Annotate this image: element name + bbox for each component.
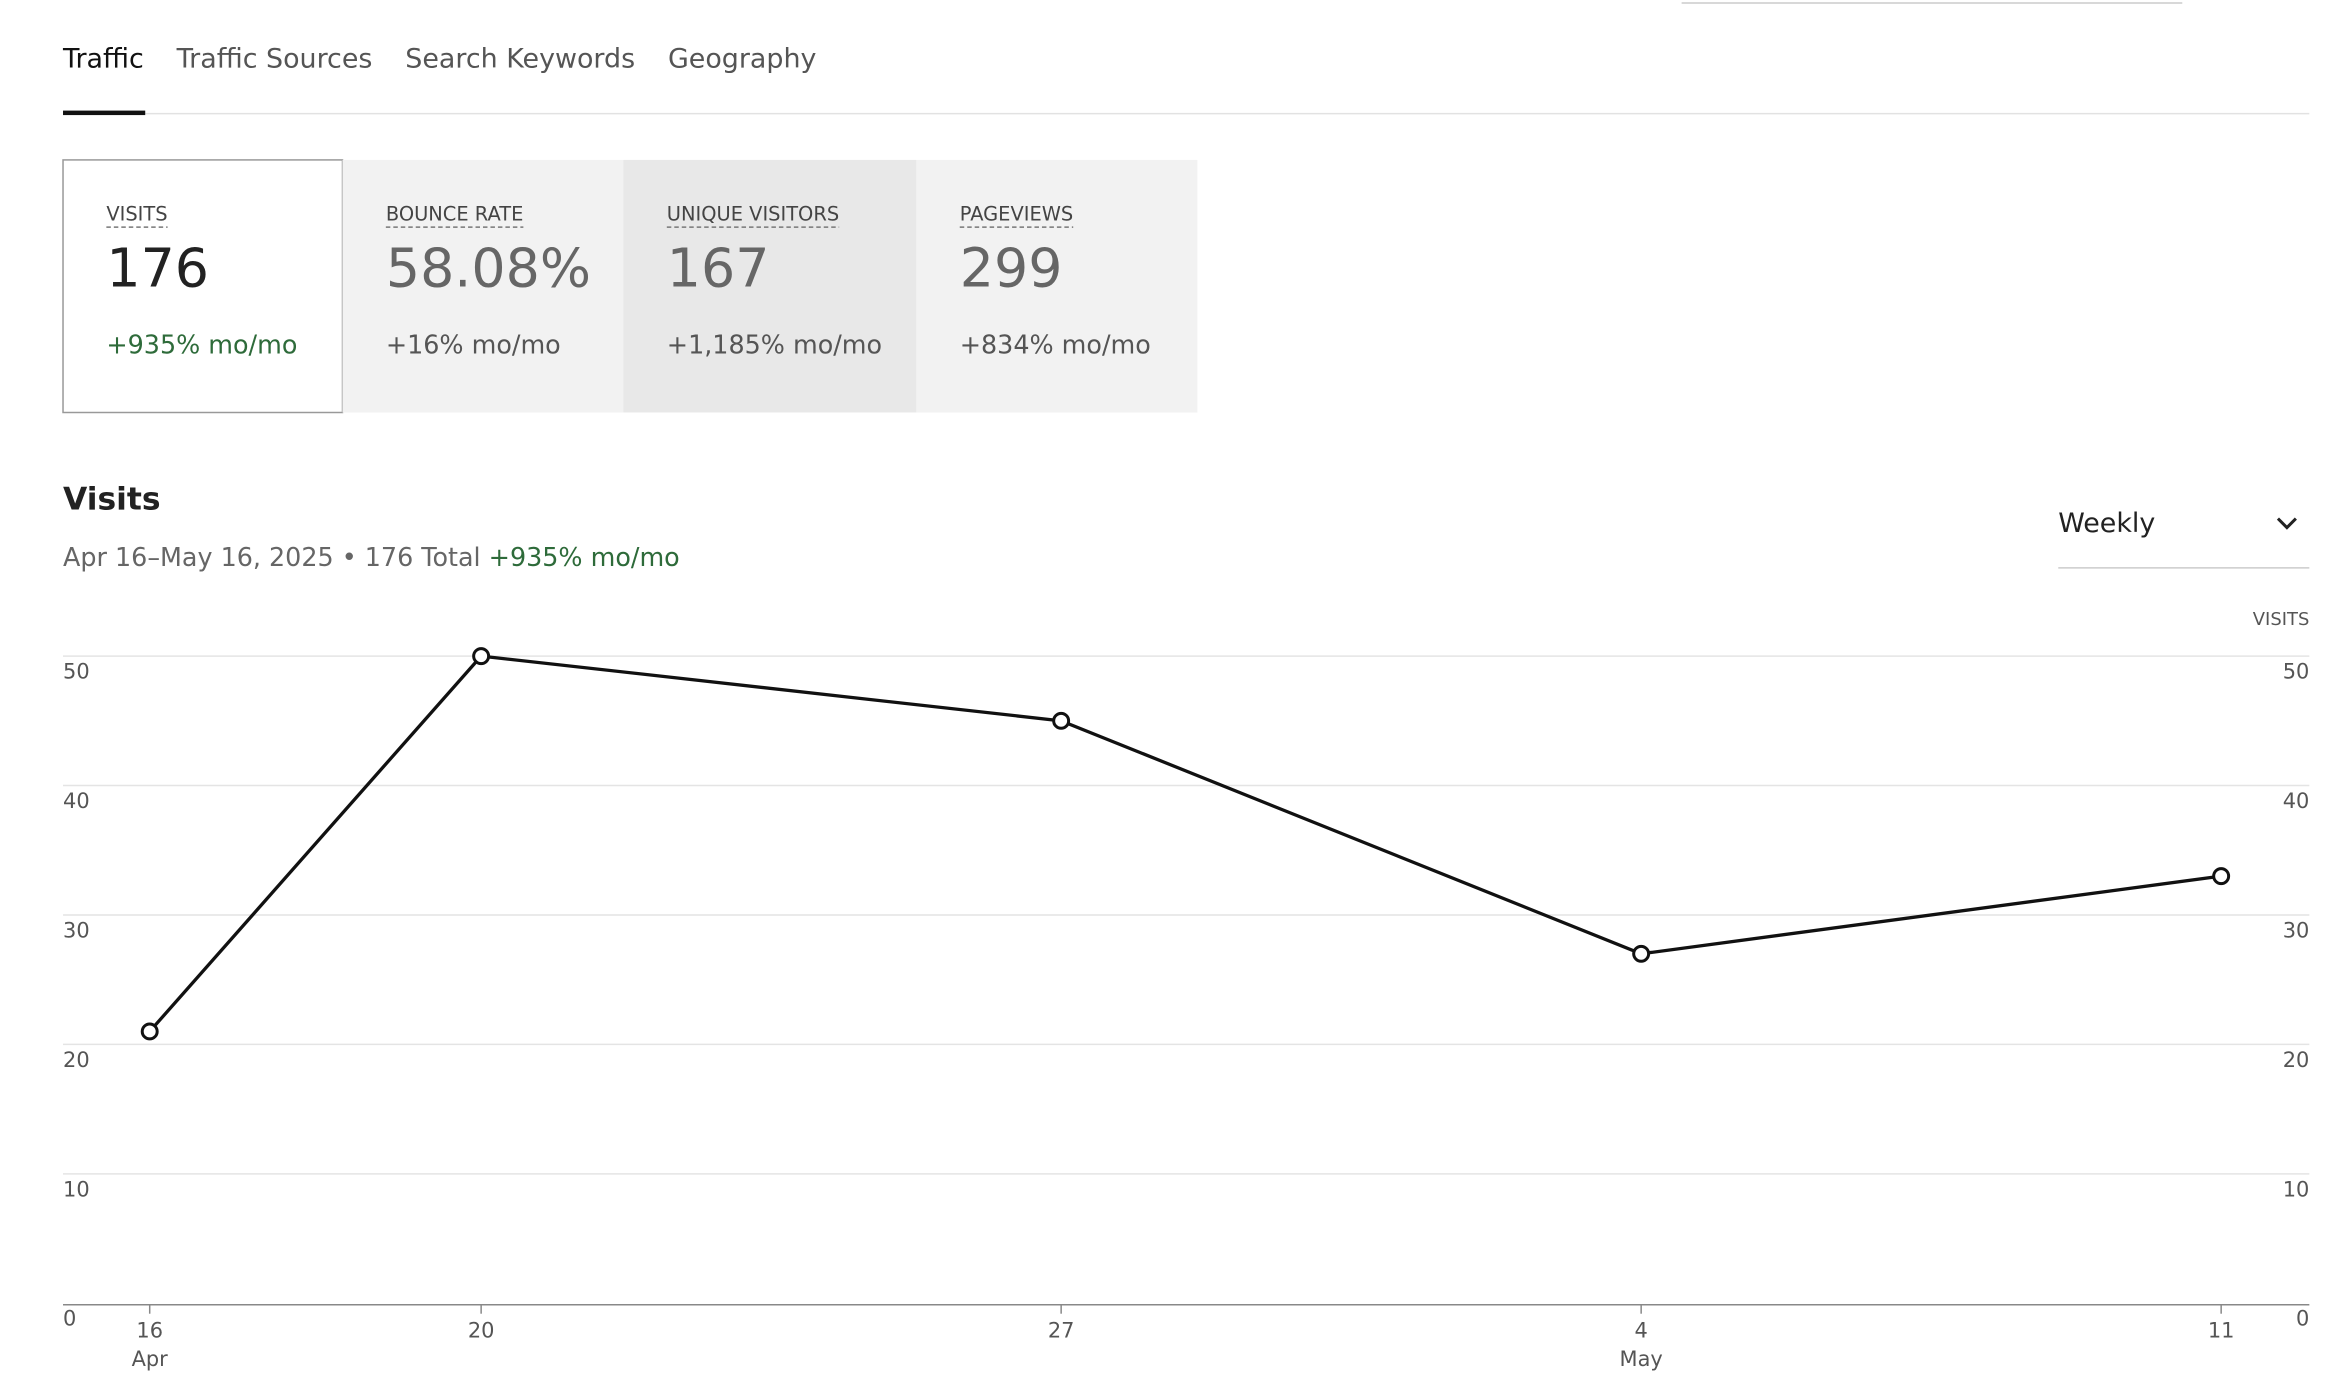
y-tick-label: 40 — [63, 789, 90, 813]
card-value: 176 — [106, 237, 209, 300]
point[interactable] — [140, 1022, 159, 1041]
card-label: BOUNCE RATE — [386, 203, 524, 226]
card-value: 167 — [667, 237, 770, 300]
y2-tick-label: 30 — [2283, 918, 2310, 942]
y2-tick-label: 20 — [2283, 1048, 2310, 1072]
card-change: +1,185% mo/mo — [667, 330, 882, 360]
card-value: 58.08% — [386, 237, 591, 300]
point[interactable] — [472, 647, 491, 666]
y-tick-label: 20 — [63, 1048, 90, 1072]
tab[interactable]: Geography — [668, 43, 817, 74]
point[interactable] — [1632, 944, 1651, 963]
y2-tick-label: 50 — [2283, 660, 2310, 684]
x-tick-label: 11 — [2208, 1319, 2235, 1343]
y2-axis-label: VISITS — [2253, 609, 2310, 630]
card-change: +834% mo/mo — [960, 330, 1151, 360]
point[interactable] — [1052, 711, 1071, 730]
y-tick-label: 10 — [63, 1177, 90, 1201]
card-change: +935% mo/mo — [106, 330, 297, 360]
y-tick-label: 30 — [63, 918, 90, 942]
y2-tick-label: 40 — [2283, 789, 2310, 813]
card-value: 299 — [960, 237, 1063, 300]
x-tick-label: 16 — [136, 1319, 163, 1343]
x-month-label: Apr — [132, 1347, 169, 1371]
metric-card[interactable] — [623, 159, 917, 413]
subtitle-change: +935% mo/mo — [489, 542, 680, 572]
x-tick-label: 20 — [468, 1319, 495, 1343]
card-label: PAGEVIEWS — [960, 203, 1073, 226]
point[interactable] — [2212, 867, 2231, 886]
y-tick-label: 0 — [63, 1307, 76, 1331]
subtitle: Apr 16–May 16, 2025 • 176 Total — [63, 542, 481, 572]
metric-card[interactable] — [62, 159, 344, 414]
x-tick-label: 27 — [1048, 1319, 1075, 1343]
tab-underline — [63, 110, 146, 116]
metric-card[interactable] — [342, 159, 624, 413]
chart-subtitle: Apr 16–May 16, 2025 • 176 Total +935% mo… — [63, 542, 680, 572]
card-label: UNIQUE VISITORS — [667, 203, 839, 226]
metric-card[interactable] — [916, 159, 1198, 413]
y2-tick-label: 10 — [2283, 1177, 2310, 1201]
x-tick-label: 4 — [1634, 1319, 1647, 1343]
line — [148, 654, 2222, 1033]
y-tick-label: 50 — [63, 660, 90, 684]
period-select[interactable]: Weekly — [2058, 508, 2155, 539]
card-change: +16% mo/mo — [386, 330, 561, 360]
y2-tick-label: 0 — [2296, 1307, 2309, 1331]
chevron[interactable] — [2276, 517, 2297, 530]
tab[interactable]: Traffic Sources — [176, 43, 373, 74]
card-label: VISITS — [106, 203, 167, 226]
chart-title: Visits — [63, 482, 161, 518]
tab[interactable]: Traffic — [62, 43, 144, 74]
x-month-label: May — [1620, 1347, 1663, 1371]
tab[interactable]: Search Keywords — [405, 43, 635, 74]
